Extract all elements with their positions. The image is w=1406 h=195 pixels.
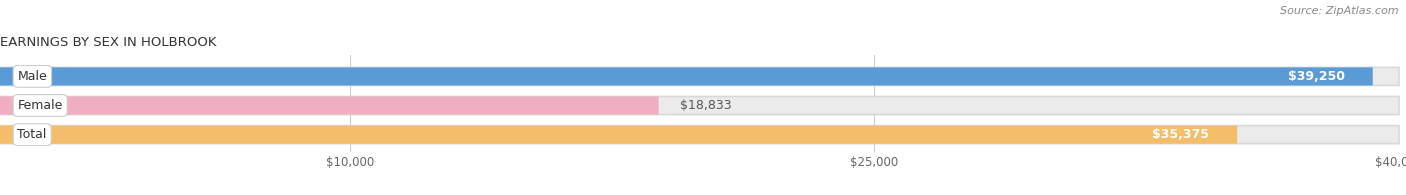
Text: Total: Total (17, 128, 46, 141)
Text: $39,250: $39,250 (1288, 70, 1344, 83)
Text: $35,375: $35,375 (1153, 128, 1209, 141)
FancyBboxPatch shape (0, 97, 1399, 114)
Text: EARNINGS BY SEX IN HOLBROOK: EARNINGS BY SEX IN HOLBROOK (0, 36, 217, 49)
Text: Male: Male (17, 70, 48, 83)
FancyBboxPatch shape (0, 126, 1399, 144)
Text: Source: ZipAtlas.com: Source: ZipAtlas.com (1281, 6, 1399, 16)
FancyBboxPatch shape (0, 67, 1372, 85)
FancyBboxPatch shape (0, 97, 658, 114)
Text: $18,833: $18,833 (679, 99, 731, 112)
FancyBboxPatch shape (0, 126, 1237, 144)
Text: Female: Female (17, 99, 63, 112)
FancyBboxPatch shape (0, 67, 1399, 85)
